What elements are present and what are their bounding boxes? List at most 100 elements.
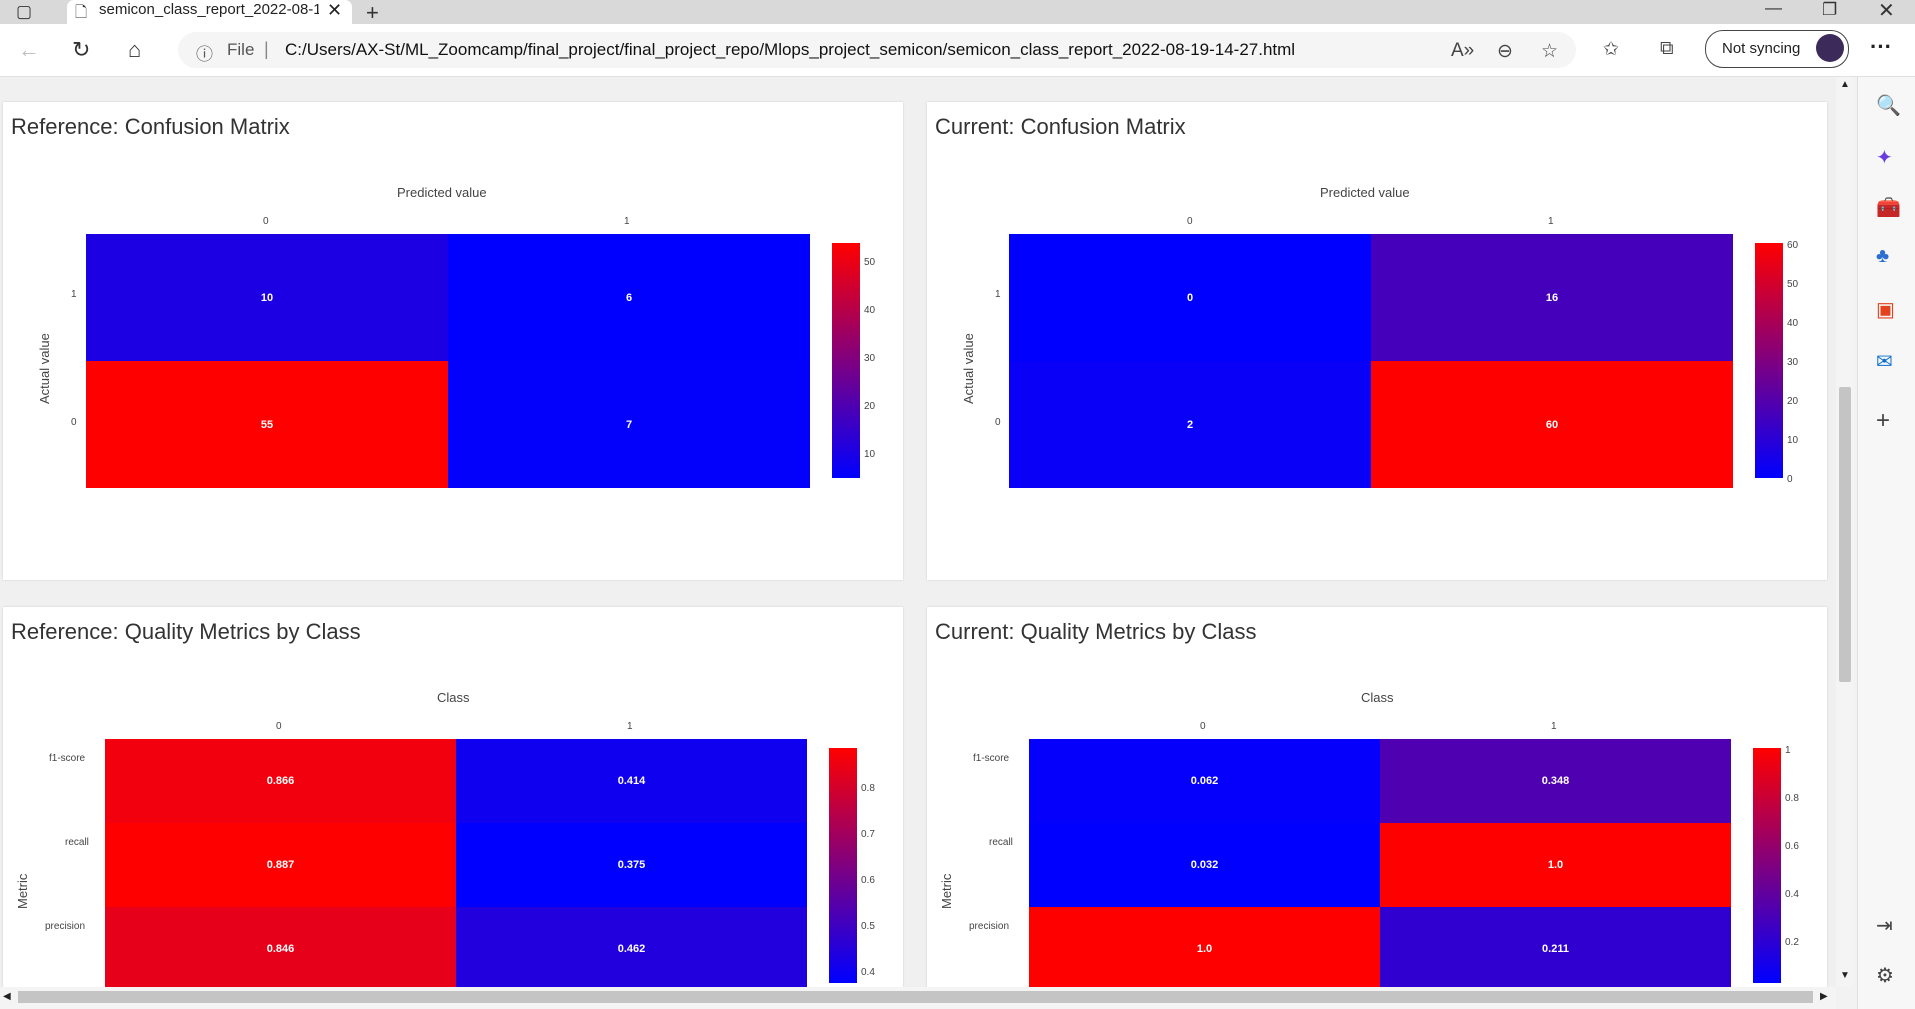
panel-title: Current: Confusion Matrix xyxy=(935,114,1186,139)
scroll-left-icon[interactable]: ◀ xyxy=(3,991,11,1002)
colorbar-tick: 30 xyxy=(864,353,876,364)
heatmap-cell[interactable]: 6 xyxy=(448,234,810,361)
restore-icon[interactable]: ❐ xyxy=(1822,0,1838,19)
heatmap-cell[interactable]: 0.846 xyxy=(105,907,456,987)
colorbar-tick: 20 xyxy=(1787,396,1799,407)
search-icon[interactable]: 🔍 xyxy=(1876,95,1901,117)
heatmap-cell[interactable]: 0.887 xyxy=(105,823,456,907)
heatmap-cell[interactable]: 55 xyxy=(86,361,448,488)
refresh-icon[interactable]: ↻ xyxy=(72,37,91,62)
heatmap-cell[interactable]: 1.0 xyxy=(1029,907,1380,987)
profile-sync-button[interactable]: Not syncing xyxy=(1705,30,1849,68)
heatmap-cell[interactable]: 60 xyxy=(1371,361,1733,488)
outlook-icon[interactable]: ✉ xyxy=(1876,351,1893,373)
back-icon[interactable]: ← xyxy=(18,37,40,62)
x-tick: 0 xyxy=(276,721,282,732)
gear-icon[interactable]: ⚙ xyxy=(1876,965,1894,987)
colorbar-tick: 10 xyxy=(864,449,876,460)
heatmap-cell[interactable]: 16 xyxy=(1371,234,1733,361)
browser-tab[interactable]: 🗋 semicon_class_report_2022-08-1 ✕ xyxy=(67,0,352,24)
colorbar-tick: 0.2 xyxy=(1785,937,1799,948)
current-confusion-matrix-panel: Current: Confusion Matrix Predicted valu… xyxy=(927,102,1827,580)
x-tick: 0 xyxy=(1200,721,1206,732)
x-tick: 1 xyxy=(627,721,633,732)
heatmap-cell[interactable]: 0.414 xyxy=(456,739,807,823)
scroll-thumb[interactable] xyxy=(1839,387,1851,682)
y-tick: 1 xyxy=(71,289,77,300)
scroll-down-icon[interactable]: ▼ xyxy=(1840,970,1850,981)
tools-icon[interactable]: 🧰 xyxy=(1876,197,1901,219)
scroll-thumb[interactable] xyxy=(18,991,1813,1003)
colorbar-tick: 0.7 xyxy=(861,829,875,840)
heatmap-cell[interactable]: 10 xyxy=(86,234,448,361)
heatmap-cell[interactable]: 0.032 xyxy=(1029,823,1380,907)
read-aloud-icon[interactable]: A» xyxy=(1451,40,1475,61)
workspaces-icon[interactable]: ▢ xyxy=(16,2,33,21)
more-icon[interactable]: ··· xyxy=(1870,34,1892,59)
heatmap-cell[interactable]: 2 xyxy=(1009,361,1371,488)
colorbar-tick: 0.5 xyxy=(861,921,875,932)
reference-confusion-matrix-panel: Reference: Confusion Matrix Predicted va… xyxy=(3,102,903,580)
heatmap-cell[interactable]: 0 xyxy=(1009,234,1371,361)
address-bar[interactable]: ⓘ File | C:/Users/AX-St/ML_Zoomcamp/fina… xyxy=(178,32,1576,68)
heatmap-cell[interactable]: 0.462 xyxy=(456,907,807,987)
zoom-out-icon[interactable]: ⊖ xyxy=(1497,41,1513,62)
colorbar-tick: 0.6 xyxy=(861,875,875,886)
close-tab-icon[interactable]: ✕ xyxy=(327,0,343,20)
scroll-up-icon[interactable]: ▲ xyxy=(1840,79,1850,90)
games-icon[interactable]: ♣ xyxy=(1876,245,1890,267)
colorbar-tick: 0 xyxy=(1787,474,1793,485)
heatmap-cell[interactable]: 0.375 xyxy=(456,823,807,907)
window-close-icon[interactable]: ✕ xyxy=(1878,0,1895,22)
horizontal-scrollbar[interactable]: ◀ ▶ xyxy=(0,987,1836,1009)
hide-sidebar-icon[interactable]: ⇥ xyxy=(1876,915,1893,937)
y-tick: precision xyxy=(45,921,86,932)
x-tick: 0 xyxy=(1187,216,1193,227)
y-tick: 1 xyxy=(995,289,1001,300)
colorbar-tick: 0.6 xyxy=(1785,841,1799,852)
colorbar xyxy=(1755,243,1783,478)
colorbar-tick: 20 xyxy=(864,401,876,412)
url-text[interactable]: C:/Users/AX-St/ML_Zoomcamp/final_project… xyxy=(285,40,1296,59)
info-icon[interactable]: ⓘ xyxy=(196,45,213,64)
colorbar-tick: 0.8 xyxy=(861,783,875,794)
colorbar-tick: 0.4 xyxy=(861,967,875,978)
panel-title: Reference: Confusion Matrix xyxy=(11,114,290,139)
discover-icon[interactable]: ✦ xyxy=(1876,147,1893,169)
colorbar-tick: 40 xyxy=(864,305,876,316)
tab-title: semicon_class_report_2022-08-1 xyxy=(99,1,319,18)
new-tab-icon[interactable]: + xyxy=(366,0,379,25)
heatmap-cell[interactable]: 1.0 xyxy=(1380,823,1731,907)
x-axis-title: Class xyxy=(1361,690,1394,705)
office-icon[interactable]: ▣ xyxy=(1876,299,1895,321)
heatmap-cell[interactable]: 0.348 xyxy=(1380,739,1731,823)
x-tick: 1 xyxy=(1551,721,1557,732)
y-axis-title: Actual value xyxy=(961,333,976,404)
colorbar xyxy=(832,243,860,478)
scroll-right-icon[interactable]: ▶ xyxy=(1820,991,1828,1002)
y-tick: recall xyxy=(989,837,1013,848)
reference-quality-metrics-panel: Reference: Quality Metrics by Class Clas… xyxy=(3,607,903,987)
minimize-icon[interactable]: — xyxy=(1765,0,1782,17)
collections-icon[interactable]: ⧉ xyxy=(1660,38,1674,59)
colorbar xyxy=(1753,748,1781,983)
browser-sidebar: 🔍 ✦ 🧰 ♣ ▣ ✉ + ⇥ ⚙ xyxy=(1857,77,1915,1009)
heatmap-cell[interactable]: 0.866 xyxy=(105,739,456,823)
current-quality-metrics-panel: Current: Quality Metrics by Class Class … xyxy=(927,607,1827,987)
report-content: Reference: Confusion Matrix Predicted va… xyxy=(0,77,1836,987)
add-icon[interactable]: + xyxy=(1876,407,1891,434)
colorbar-tick: 50 xyxy=(864,257,876,268)
heatmap-cell[interactable]: 0.062 xyxy=(1029,739,1380,823)
heatmap-cell[interactable]: 0.211 xyxy=(1380,907,1731,987)
colorbar-tick: 1 xyxy=(1785,745,1791,756)
y-tick: f1-score xyxy=(49,753,86,764)
tab-strip: ▢ 🗋 semicon_class_report_2022-08-1 ✕ + —… xyxy=(0,0,1915,25)
heatmap-cell[interactable]: 7 xyxy=(448,361,810,488)
home-icon[interactable]: ⌂ xyxy=(128,37,142,62)
y-tick: precision xyxy=(969,921,1010,932)
panel-title: Current: Quality Metrics by Class xyxy=(935,619,1257,644)
add-favorite-icon[interactable]: ☆ xyxy=(1541,41,1559,62)
favorites-icon[interactable]: ✩ xyxy=(1603,39,1619,60)
vertical-scrollbar[interactable]: ▲ ▼ xyxy=(1836,77,1854,987)
url-scheme-label: File xyxy=(227,40,255,59)
